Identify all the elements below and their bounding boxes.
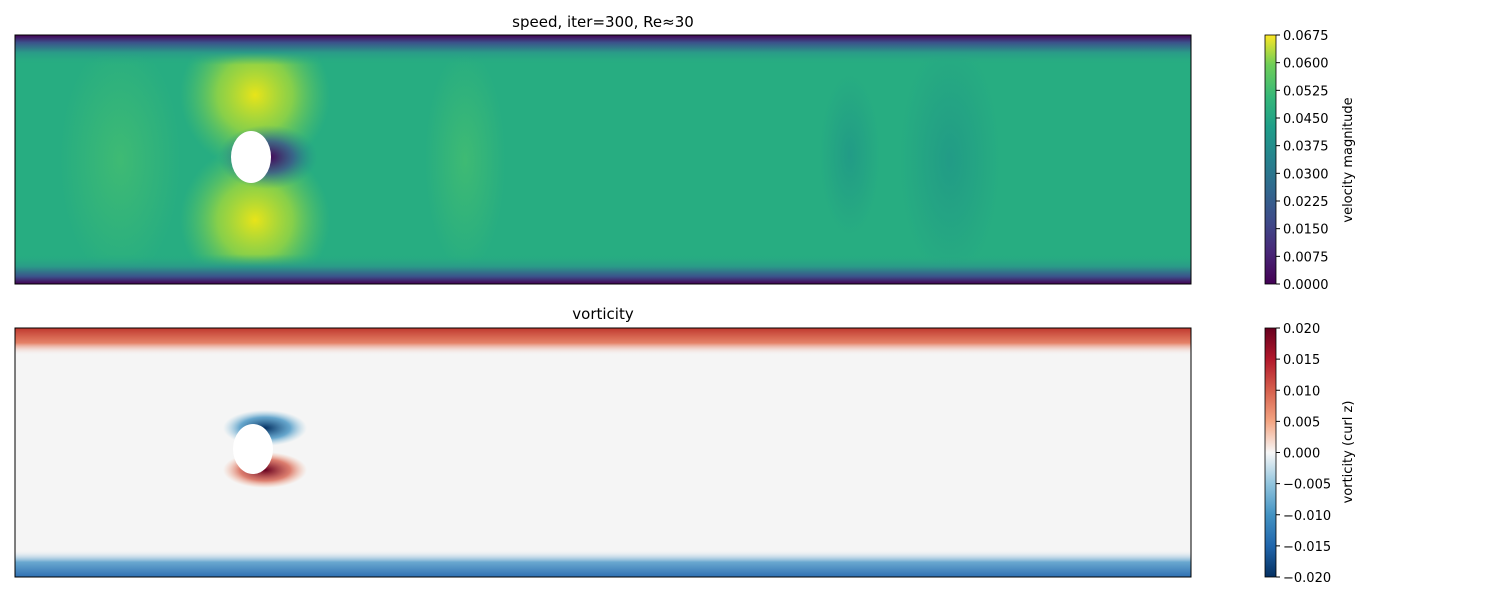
vorticity-colorbar-ticks: −0.020 −0.015 −0.010 −0.005 0.000 0.005 0.010 0…: [1276, 322, 1331, 586]
colorbar-tick-label: 0.0675: [1283, 29, 1329, 44]
speed-wall-layers: [15, 35, 1191, 284]
speed-colorbar-label: velocity magnitude: [1341, 97, 1356, 222]
speed-colorbar-ticks: 0.0000 0.0075 0.0150 0.0225 0.0300 0.0375 0.04…: [1276, 29, 1329, 293]
vorticity-title: vorticity: [572, 305, 634, 323]
colorbar-tick-label: 0.0600: [1283, 57, 1329, 72]
speed-title: speed, iter=300, Re≈30: [512, 13, 694, 31]
colorbar-tick-label: −0.015: [1283, 540, 1331, 555]
vorticity-colorbar-label: vorticity (curl z): [1341, 401, 1356, 504]
vorticity-colorbar: [1264, 327, 1277, 578]
colorbar-tick-label: 0.0150: [1283, 223, 1329, 238]
colorbar-tick-label: 0.000: [1283, 447, 1320, 462]
cylinder-obstacle: [233, 424, 273, 474]
vorticity-heatmap: [15, 328, 1191, 577]
speed-heatmap: [15, 35, 1191, 284]
speed-axes-frame: [14, 34, 1192, 285]
colorbar-tick-label: 0.015: [1283, 353, 1320, 368]
colorbar-tick-label: 0.0000: [1283, 278, 1329, 293]
colorbar-tick-label: 0.0525: [1283, 84, 1329, 99]
colorbar-tick-label: 0.0075: [1283, 250, 1329, 265]
cylinder-obstacle: [231, 131, 271, 183]
colorbar-tick-label: −0.010: [1283, 509, 1331, 524]
colorbar-tick-label: 0.020: [1283, 322, 1320, 337]
colorbar-tick-label: 0.005: [1283, 415, 1320, 430]
colorbar-tick-label: −0.005: [1283, 478, 1331, 493]
colorbar-tick-label: 0.0375: [1283, 140, 1329, 155]
vorticity-axes-frame: [14, 327, 1192, 578]
colorbar-tick-label: 0.0300: [1283, 167, 1329, 182]
colorbar-tick-label: 0.0225: [1283, 195, 1329, 210]
colorbar-tick-label: 0.0450: [1283, 112, 1329, 127]
speed-colorbar: [1264, 34, 1277, 285]
colorbar-tick-label: −0.020: [1283, 571, 1331, 586]
colorbar-tick-label: 0.010: [1283, 384, 1320, 399]
vorticity-wall-layers: [15, 328, 1191, 577]
